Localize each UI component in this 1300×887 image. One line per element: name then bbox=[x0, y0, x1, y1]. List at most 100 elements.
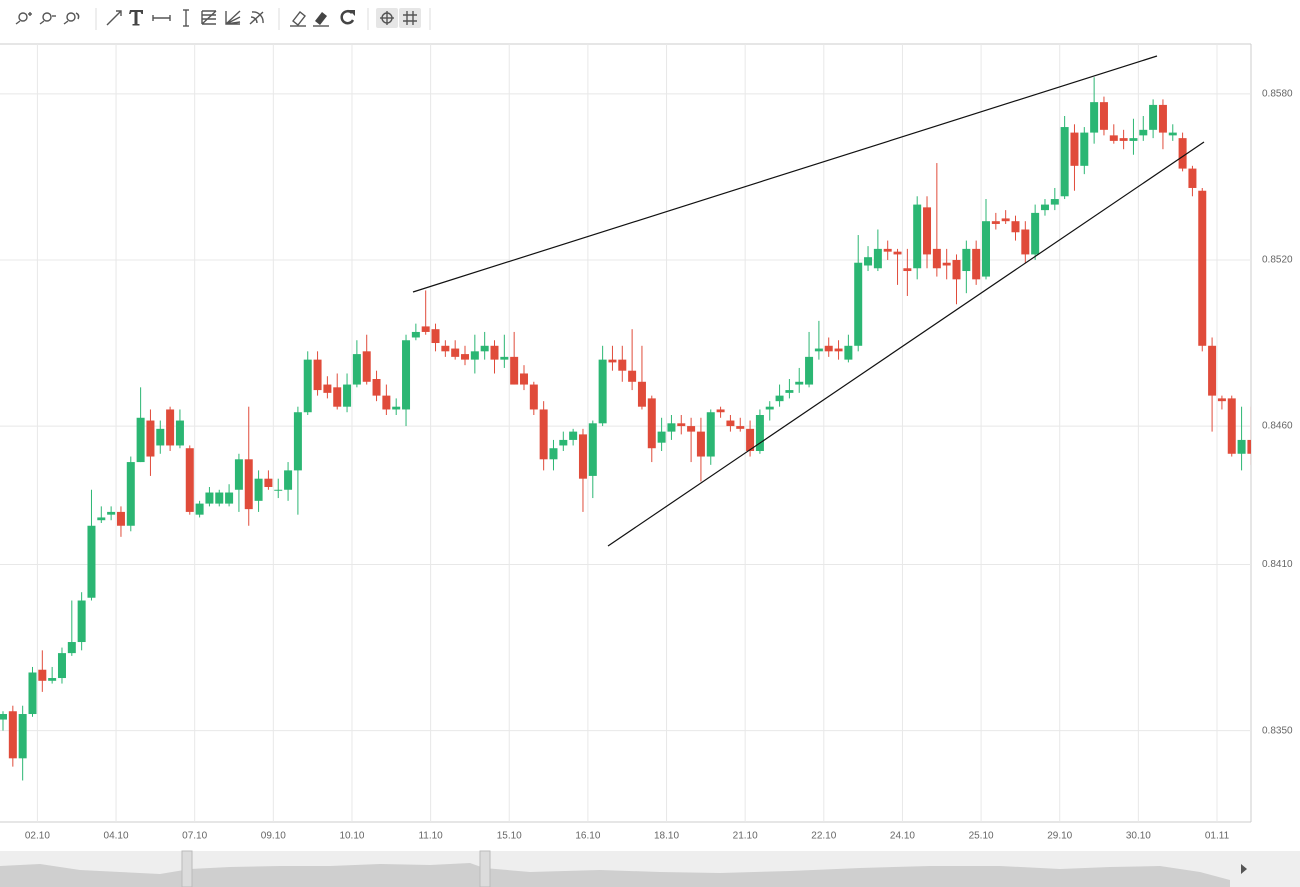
candle-body bbox=[765, 406, 774, 410]
candle-body bbox=[1109, 135, 1118, 141]
x-tick-label: 24.10 bbox=[890, 831, 915, 842]
grid bbox=[0, 44, 1251, 822]
candle-body bbox=[38, 669, 47, 681]
candle-body bbox=[352, 354, 361, 385]
candle-body bbox=[736, 426, 745, 429]
candle-body bbox=[1237, 439, 1246, 454]
y-tick-label: 0.8580 bbox=[1262, 88, 1293, 99]
candle-body bbox=[480, 345, 489, 352]
candle-body bbox=[775, 395, 784, 402]
x-tick-label: 07.10 bbox=[182, 831, 207, 842]
candle-body bbox=[962, 248, 971, 272]
candle-body bbox=[864, 257, 873, 266]
candle-body bbox=[1119, 138, 1128, 141]
arc-tool[interactable] bbox=[249, 11, 264, 25]
navigator-handle[interactable] bbox=[181, 850, 193, 887]
toolbar bbox=[15, 8, 431, 30]
candle-body bbox=[598, 359, 607, 424]
candle-body bbox=[392, 406, 401, 410]
candle-body bbox=[578, 434, 587, 479]
candle-body bbox=[362, 351, 371, 382]
x-tick-label: 04.10 bbox=[104, 831, 129, 842]
candle-body bbox=[913, 204, 922, 269]
candle-body bbox=[706, 412, 715, 457]
vertical-line-tool[interactable] bbox=[183, 9, 189, 27]
candle-body bbox=[166, 409, 175, 446]
x-tick-label: 10.10 bbox=[339, 831, 364, 842]
axes: 0.8580 0.8520 0.8460 0.8410 0.8350 02.10 04.10… bbox=[25, 88, 1293, 841]
candle-body bbox=[814, 348, 823, 352]
x-tick-label: 29.10 bbox=[1047, 831, 1072, 842]
candle-body bbox=[244, 459, 253, 510]
candle-body bbox=[156, 428, 165, 446]
zoom-reset-tool[interactable] bbox=[63, 12, 80, 25]
candle-body bbox=[667, 423, 676, 432]
candles bbox=[0, 77, 1251, 781]
navigator-handle[interactable] bbox=[479, 850, 491, 887]
x-tick-label: 22.10 bbox=[811, 831, 836, 842]
horizontal-line-tool[interactable] bbox=[152, 15, 171, 21]
candle-body bbox=[274, 489, 283, 491]
candle-body bbox=[726, 420, 735, 427]
candle-body bbox=[1158, 104, 1167, 133]
candle-body bbox=[234, 459, 243, 490]
candle-body bbox=[559, 439, 568, 446]
x-tick-label: 18.10 bbox=[654, 831, 679, 842]
candle-body bbox=[795, 381, 804, 385]
y-tick-label: 0.8350 bbox=[1262, 725, 1293, 736]
candle-body bbox=[618, 359, 627, 371]
candle-body bbox=[67, 642, 76, 654]
x-tick-label: 25.10 bbox=[969, 831, 994, 842]
candle-body bbox=[382, 395, 391, 410]
candle-body bbox=[549, 448, 558, 460]
candle-body bbox=[87, 525, 96, 598]
x-tick-label: 21.10 bbox=[733, 831, 758, 842]
candle-body bbox=[1011, 221, 1020, 233]
candle-body bbox=[215, 492, 224, 504]
eraser-tool[interactable] bbox=[290, 11, 306, 27]
candle-body bbox=[136, 417, 145, 463]
line-tool[interactable] bbox=[106, 10, 122, 26]
fan-tool[interactable] bbox=[225, 10, 241, 25]
candle-body bbox=[1208, 345, 1217, 396]
y-tick-label: 0.8520 bbox=[1262, 255, 1293, 266]
text-tool[interactable] bbox=[129, 10, 143, 26]
refresh-tool[interactable] bbox=[340, 9, 355, 25]
x-tick-label: 02.10 bbox=[25, 831, 50, 842]
fibonacci-tool[interactable] bbox=[201, 10, 217, 25]
candle-body bbox=[529, 384, 538, 410]
grid-tool[interactable] bbox=[399, 8, 421, 28]
candle-body bbox=[687, 426, 696, 432]
candle-body bbox=[608, 359, 617, 363]
candle-body bbox=[1247, 439, 1251, 454]
candle-body bbox=[264, 478, 273, 487]
candle-body bbox=[225, 492, 234, 504]
candle-body bbox=[1070, 132, 1079, 166]
candle-body bbox=[48, 678, 57, 681]
navigator-arrow[interactable] bbox=[1241, 864, 1247, 874]
candle-body bbox=[696, 431, 705, 457]
candle-body bbox=[1198, 190, 1207, 346]
candle-body bbox=[923, 207, 932, 255]
clear-all-tool[interactable] bbox=[313, 12, 329, 27]
candle-body bbox=[1031, 212, 1040, 255]
candle-body bbox=[293, 412, 302, 471]
zoom-in-tool[interactable] bbox=[15, 12, 32, 25]
x-tick-label: 30.10 bbox=[1126, 831, 1151, 842]
candle-body bbox=[972, 248, 981, 280]
candle-body bbox=[628, 370, 637, 382]
crosshair-tool[interactable] bbox=[376, 8, 398, 28]
candle-body bbox=[372, 379, 381, 396]
candle-body bbox=[1168, 132, 1177, 136]
zoom-out-tool[interactable] bbox=[39, 12, 56, 25]
candle-body bbox=[588, 423, 597, 476]
candle-body bbox=[185, 448, 194, 512]
candle-body bbox=[893, 251, 902, 255]
y-tick-label: 0.8410 bbox=[1262, 559, 1293, 570]
candle-body bbox=[932, 248, 941, 269]
candle-body bbox=[1129, 138, 1138, 141]
candle-body bbox=[834, 348, 843, 352]
candle-body bbox=[539, 409, 548, 460]
candle-body bbox=[844, 345, 853, 360]
candle-body bbox=[1021, 229, 1030, 255]
